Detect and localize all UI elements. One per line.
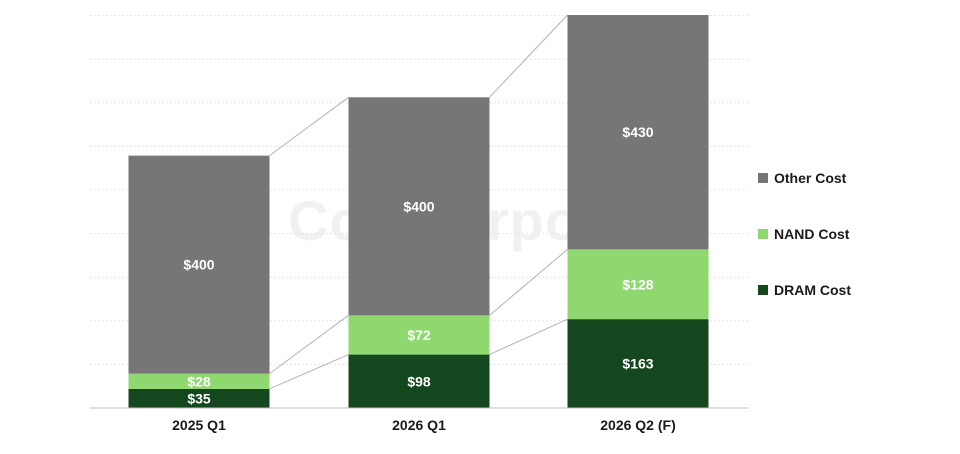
legend-label-dram: DRAM Cost (774, 282, 851, 298)
data-label: $128 (622, 276, 653, 292)
bar-other-cost-3 (567, 15, 709, 250)
bar-dram-cost-2 (348, 354, 490, 408)
data-labels: $35$28 $400 $98 $72 $400 $163 $128 $430 (183, 124, 653, 406)
bars (128, 15, 709, 408)
x-tick-label: 2026 Q1 (392, 417, 446, 433)
legend-item-other: Other Cost (758, 150, 851, 206)
data-label: $72 (407, 327, 431, 343)
legend-item-nand: NAND Cost (758, 206, 851, 262)
x-tick-label: 2025 Q1 (172, 417, 226, 433)
legend-item-dram: DRAM Cost (758, 262, 851, 318)
data-label: $28 (187, 373, 211, 389)
data-label: $98 (407, 373, 431, 389)
bar-dram-cost-3 (567, 319, 709, 408)
legend-swatch-other (758, 173, 768, 183)
data-label: $163 (622, 356, 653, 372)
connector-line (269, 314, 349, 375)
connector-line (269, 354, 349, 390)
connector-line (489, 318, 568, 356)
legend-label-nand: NAND Cost (774, 226, 850, 242)
bar-nand-cost-2 (348, 315, 490, 355)
x-axis-ticks: 2025 Q1 2026 Q1 2026 Q2 (F) (172, 417, 676, 433)
connector-line (489, 14, 568, 98)
data-label: $400 (183, 257, 214, 273)
legend-swatch-nand (758, 229, 768, 239)
x-tick-label: 2026 Q2 (F) (600, 417, 675, 433)
legend-swatch-dram (758, 285, 768, 295)
bar-dram-cost-1 (128, 388, 270, 408)
bar-nand-cost-1 (128, 373, 270, 389)
connector-line (269, 96, 349, 157)
legend-label-other: Other Cost (774, 170, 847, 186)
bar-other-cost-2 (348, 97, 490, 316)
data-label: $35 (187, 390, 211, 406)
connector-lines (269, 14, 568, 390)
data-label: $400 (403, 198, 434, 214)
bar-other-cost-1 (128, 155, 270, 374)
connector-line (489, 249, 568, 316)
legend: Other Cost NAND Cost DRAM Cost (758, 150, 851, 318)
data-label: $430 (622, 124, 653, 140)
bar-nand-cost-3 (567, 249, 709, 320)
